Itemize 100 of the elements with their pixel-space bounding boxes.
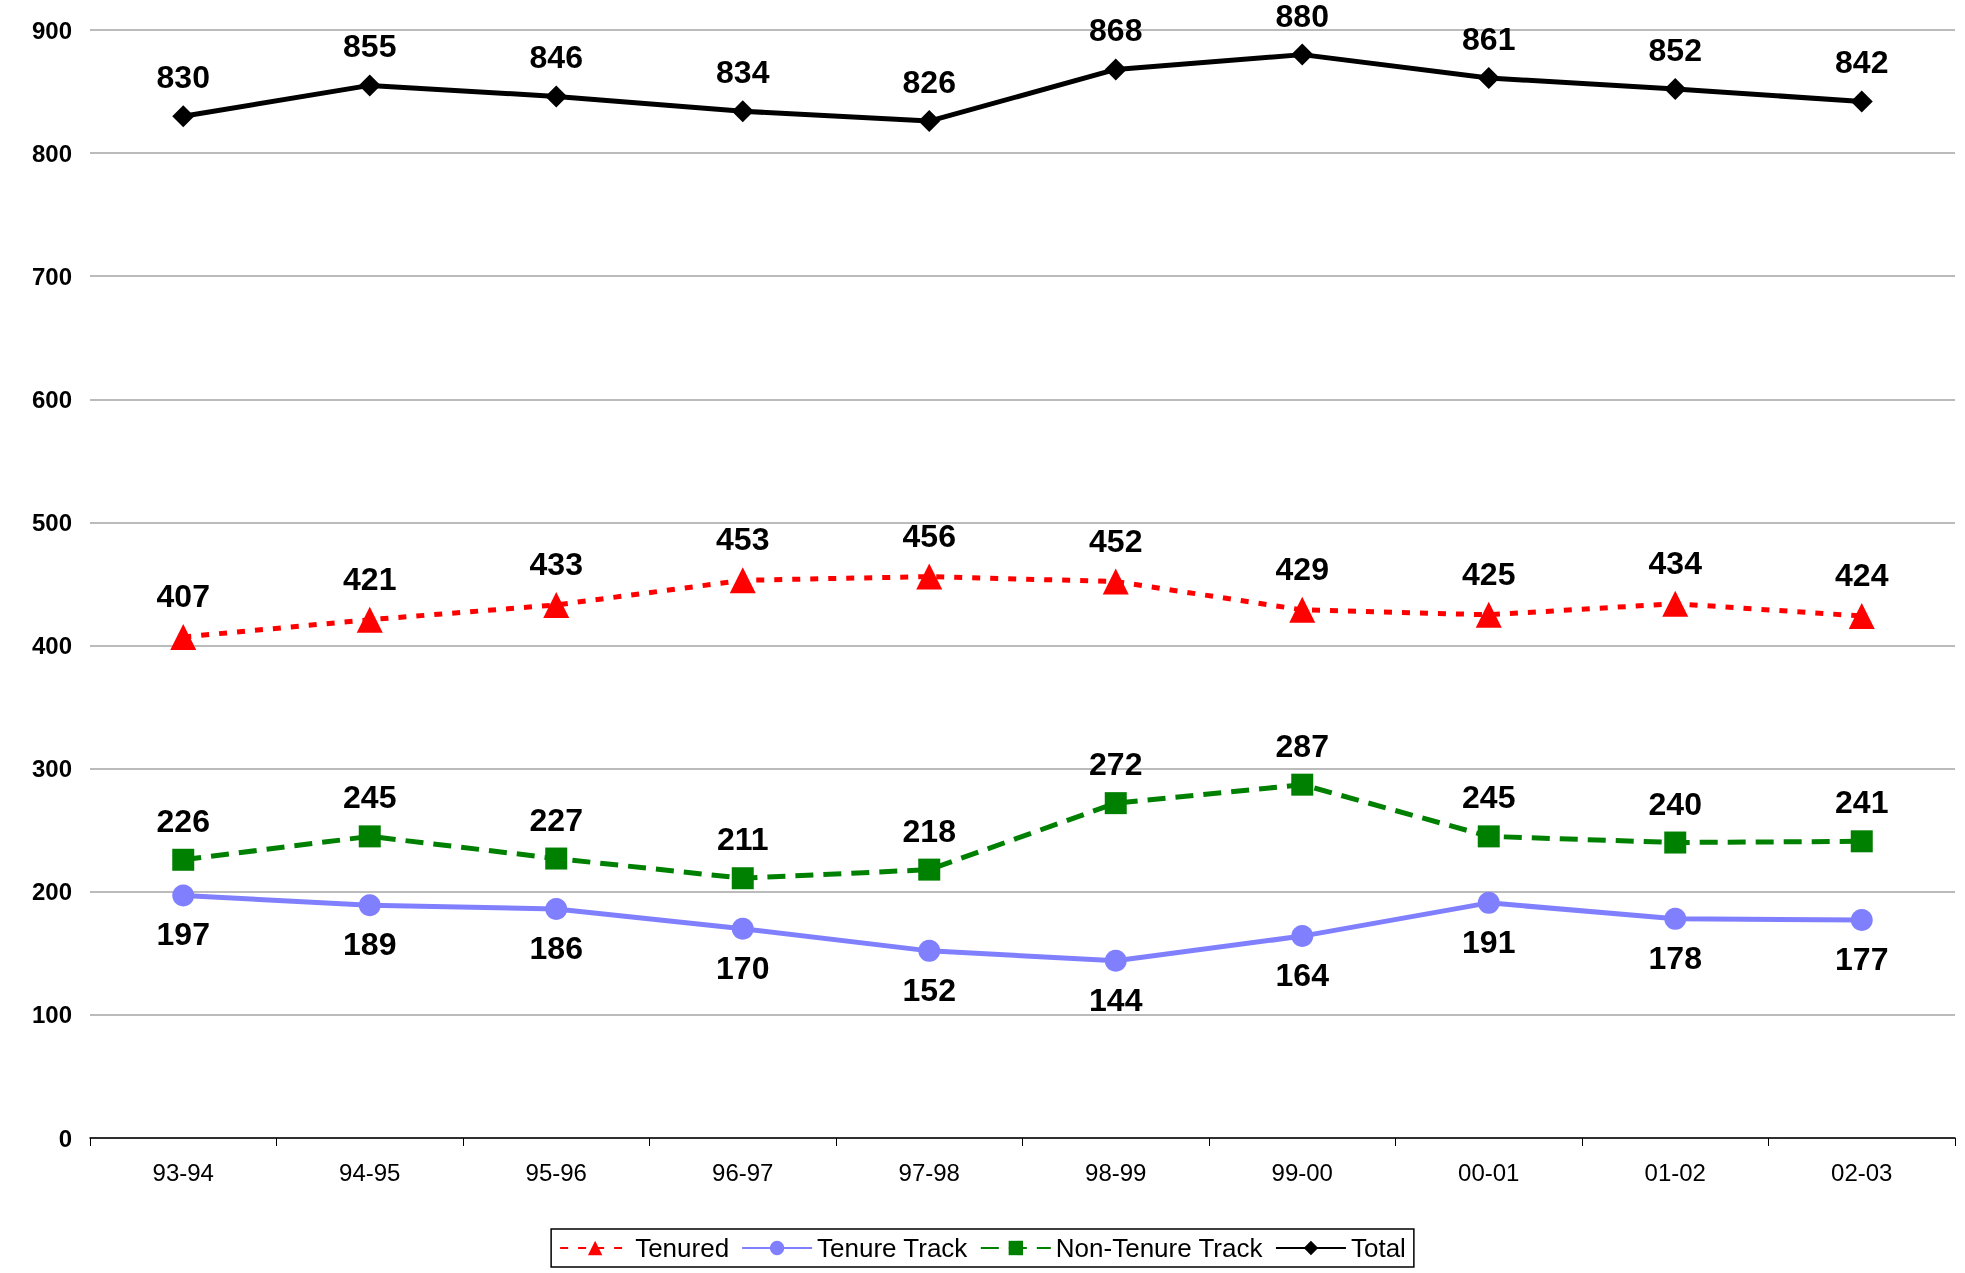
point — [1291, 925, 1314, 948]
data-label: 186 — [529, 930, 583, 967]
point — [170, 623, 197, 650]
data-label: 218 — [902, 812, 956, 849]
data-label: 240 — [1648, 785, 1702, 822]
point — [1289, 596, 1316, 623]
point — [1477, 891, 1500, 914]
point — [918, 858, 941, 881]
point — [729, 567, 756, 594]
data-label: 211 — [716, 821, 769, 858]
data-label: 144 — [1089, 981, 1143, 1018]
point — [1850, 90, 1873, 113]
x-tick-label: 02-03 — [1831, 1158, 1893, 1186]
point — [356, 606, 383, 633]
point — [1104, 949, 1127, 972]
point — [1848, 603, 1875, 630]
point — [545, 85, 568, 108]
data-label: 868 — [1089, 12, 1143, 49]
data-label: 245 — [1462, 779, 1516, 816]
point — [1475, 601, 1502, 628]
data-label: 834 — [716, 54, 770, 91]
data-label: 287 — [1275, 727, 1329, 764]
x-tick-label: 93-94 — [152, 1158, 214, 1186]
x-tick-label: 94-95 — [339, 1158, 401, 1186]
data-label: 241 — [1835, 784, 1889, 821]
point — [731, 867, 754, 890]
x-tick-label: 98-99 — [1085, 1158, 1147, 1186]
point — [1291, 773, 1314, 796]
point — [545, 847, 568, 870]
point — [1104, 792, 1127, 815]
y-tick-label: 600 — [31, 385, 72, 413]
point — [358, 825, 381, 848]
point — [918, 110, 941, 133]
data-label: 846 — [529, 39, 583, 76]
data-label: 456 — [902, 517, 956, 554]
point — [1102, 568, 1129, 595]
data-label: 421 — [343, 560, 397, 597]
legend-label: Tenure Track — [817, 1233, 969, 1263]
point — [172, 848, 195, 871]
point — [731, 917, 754, 940]
point — [1664, 907, 1687, 930]
x-tick-label: 96-97 — [712, 1158, 774, 1186]
data-label: 227 — [529, 801, 583, 838]
x-tick-label: 00-01 — [1458, 1158, 1520, 1186]
data-label: 852 — [1648, 32, 1702, 69]
data-label: 407 — [156, 577, 210, 614]
point — [358, 894, 381, 917]
point — [543, 591, 570, 618]
data-label: 226 — [156, 802, 210, 839]
y-tick-label: 300 — [31, 755, 72, 783]
point — [918, 939, 941, 962]
data-label: 178 — [1648, 939, 1702, 976]
point — [1477, 67, 1500, 90]
point — [1662, 590, 1689, 617]
y-tick-label: 200 — [31, 878, 72, 906]
y-tick-label: 800 — [31, 139, 72, 167]
legend-label: Tenured — [635, 1233, 730, 1263]
x-tick-label: 97-98 — [898, 1158, 960, 1186]
y-tick-label: 500 — [31, 508, 72, 536]
data-label: 152 — [902, 971, 956, 1008]
data-label: 245 — [343, 779, 397, 816]
y-tick-label: 700 — [31, 262, 72, 290]
point — [545, 898, 568, 921]
x-tick-label: 01-02 — [1644, 1158, 1706, 1186]
point — [1850, 909, 1873, 932]
point — [1104, 58, 1127, 81]
legend-label: Total — [1350, 1233, 1406, 1263]
data-label: 197 — [156, 916, 210, 953]
data-label: 424 — [1835, 557, 1889, 594]
data-label: 189 — [343, 926, 397, 963]
x-tick-label: 95-96 — [525, 1158, 587, 1186]
data-label: 177 — [1835, 941, 1889, 978]
point — [1664, 78, 1687, 101]
y-tick-label: 400 — [31, 632, 72, 660]
data-label: 272 — [1089, 746, 1143, 783]
y-tick-label: 900 — [31, 16, 72, 44]
data-label: 880 — [1275, 0, 1329, 34]
data-label: 429 — [1275, 550, 1329, 587]
point — [1477, 825, 1500, 848]
point — [1664, 831, 1687, 854]
data-label: 434 — [1648, 544, 1703, 581]
y-tick-label: 0 — [58, 1124, 72, 1152]
data-label: 453 — [716, 521, 770, 558]
point — [172, 105, 195, 128]
data-label: 826 — [902, 64, 956, 101]
x-tick-label: 99-00 — [1271, 1158, 1333, 1186]
data-label: 452 — [1089, 522, 1143, 559]
data-label: 861 — [1462, 21, 1516, 58]
point — [358, 74, 381, 97]
y-tick-label: 100 — [31, 1001, 72, 1029]
data-label: 830 — [156, 59, 210, 96]
data-label: 191 — [1462, 923, 1516, 960]
data-label: 433 — [529, 545, 583, 582]
data-label: 425 — [1462, 555, 1516, 592]
data-label: 842 — [1835, 44, 1889, 81]
point — [731, 100, 754, 123]
legend-label: Non-Tenure Track — [1055, 1233, 1264, 1263]
data-label: 170 — [716, 949, 770, 986]
point — [172, 884, 195, 907]
data-label: 164 — [1275, 957, 1330, 994]
